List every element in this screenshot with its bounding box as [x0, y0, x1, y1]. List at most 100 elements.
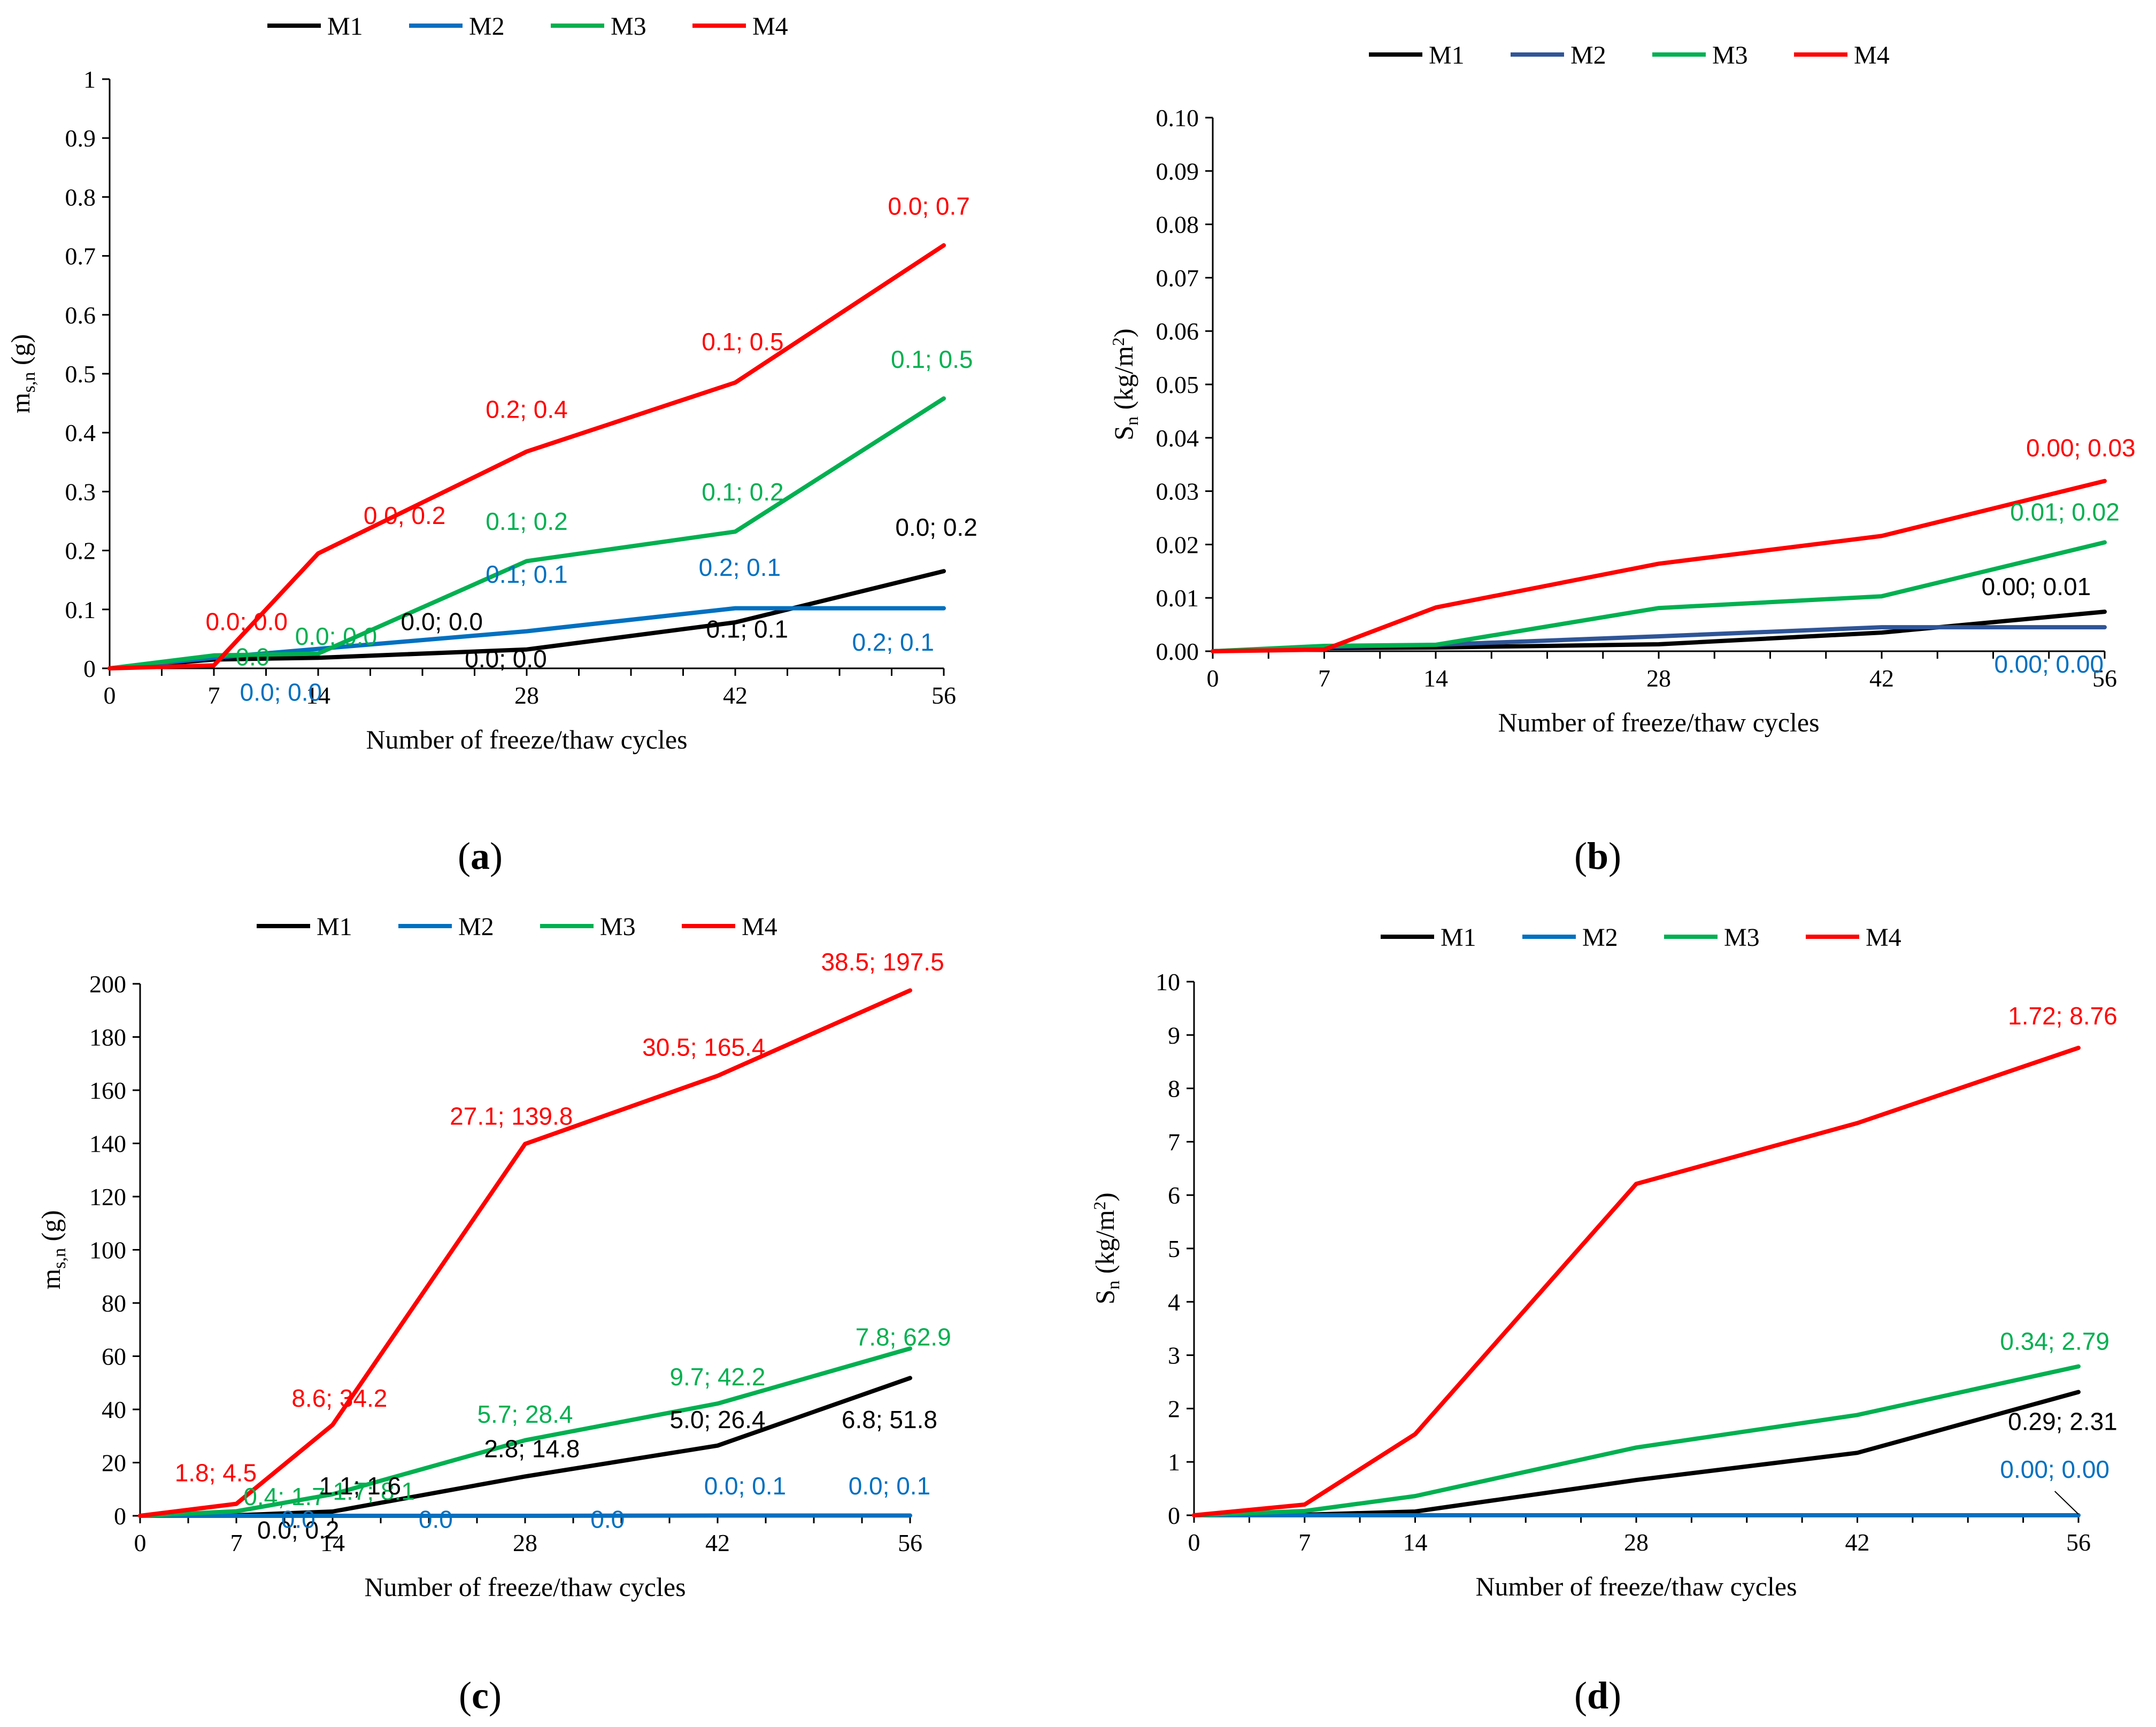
legend-label-m4: M4: [1854, 41, 1890, 70]
y-tick-label: 0.3: [65, 478, 96, 505]
data-label: 0.00; 0.03: [2026, 434, 2136, 462]
legend-label-m4: M4: [752, 12, 788, 41]
y-axis-title-sub: s,n: [50, 1248, 70, 1269]
y-tick-label: 0.6: [65, 302, 96, 329]
y-tick-label: 0.01: [1156, 584, 1199, 612]
data-label: 6.8; 51.8: [842, 1406, 937, 1433]
legend-label-m1: M1: [1441, 923, 1476, 952]
series-line-m3: [107, 396, 946, 670]
chart-panel-a: 0 0.1 0.2 0.3 0.4 0.5 0.6 0.7 0.8 0.9 1 0 7 14 28 42 56 N…: [5, 12, 977, 754]
x-tick-label: 14: [320, 1529, 345, 1556]
y-tick-label: 0.06: [1156, 318, 1199, 345]
legend-label-m2: M2: [469, 12, 505, 41]
y-tick-label: 0.04: [1156, 425, 1199, 452]
y-tick-label: 160: [89, 1077, 126, 1104]
y-axis-title-sup: 2: [1108, 337, 1128, 346]
legend-label-m1: M1: [327, 12, 363, 41]
y-tick-label: 0: [1168, 1502, 1180, 1529]
x-tick-label: 42: [1869, 665, 1894, 692]
y-tick-label: 0.08: [1156, 211, 1199, 238]
legend-label-m3: M3: [1724, 923, 1760, 952]
legend-label-m1: M1: [317, 913, 352, 941]
data-label: 0.0: [235, 643, 270, 670]
x-tick-label: 56: [931, 682, 956, 709]
y-tick-label: 5: [1168, 1235, 1180, 1262]
y-tick-label: 10: [1156, 968, 1180, 996]
data-label: 0.00; 0.00: [2000, 1455, 2109, 1483]
y-tick-label: 4: [1168, 1289, 1180, 1316]
data-label: 0.0; 0.0: [206, 607, 288, 635]
x-tick-label: 28: [1624, 1529, 1649, 1556]
x-tick-label: 0: [104, 682, 116, 709]
x-tick-label: 14: [1403, 1529, 1428, 1556]
y-tick-label: 0.02: [1156, 531, 1199, 558]
x-axis-title: Number of freeze/thaw cycles: [1475, 1571, 1797, 1601]
x-axis-title: Number of freeze/thaw cycles: [364, 1572, 686, 1602]
x-tick-label: 42: [1845, 1529, 1870, 1556]
x-tick-label: 0: [134, 1529, 147, 1556]
legend: M1 M2 M3 M4: [1381, 923, 1901, 952]
x-tick-label: 0: [1188, 1529, 1200, 1556]
y-tick-label: 80: [102, 1290, 126, 1317]
legend-label-m3: M3: [600, 913, 636, 941]
y-axis-title: Sn (kg/m2): [1090, 1192, 1123, 1304]
x-tick-label: 28: [514, 682, 539, 709]
legend-label-m3: M3: [611, 12, 646, 41]
x-tick-label: 28: [1646, 665, 1671, 692]
series-line-m4: [138, 988, 912, 1518]
y-axis-title-unit: (kg/m: [1090, 1210, 1120, 1281]
data-label: 0.0; 0.2: [895, 513, 977, 541]
data-label: 0.0; 0.2: [257, 1516, 339, 1544]
y-tick-label: 9: [1168, 1022, 1180, 1049]
legend-label-m2: M2: [458, 913, 494, 941]
x-axis-title: Number of freeze/thaw cycles: [366, 724, 687, 754]
data-label: 0.0: [281, 1505, 315, 1533]
data-label: 0.0: [590, 1505, 625, 1533]
data-label: 0.0; 0.1: [849, 1472, 930, 1500]
legend-label-m2: M2: [1582, 923, 1618, 952]
y-tick-label: 140: [89, 1130, 126, 1158]
data-label: 0.1; 0.5: [702, 328, 783, 356]
panel-label-a: (a): [458, 835, 503, 877]
y-tick-label: 0: [114, 1502, 126, 1530]
y-axis-title-unit: (g): [5, 334, 35, 372]
data-label: 7.8; 62.9: [856, 1323, 951, 1351]
y-tick-label: 0.10: [1156, 104, 1199, 132]
y-tick-label: 60: [102, 1343, 126, 1370]
y-tick-label: 0.7: [65, 243, 96, 270]
data-label: 0.29; 2.31: [2008, 1407, 2118, 1435]
y-tick-label: 0.1: [65, 596, 96, 623]
series-line-m4: [1192, 1045, 2081, 1517]
chart-panel-b: 0.00 0.01 0.02 0.03 0.04 0.05 0.06 0.07 0.08 0.09…: [1108, 41, 2136, 737]
x-tick-label: 28: [513, 1529, 537, 1556]
legend: M1 M2 M3 M4: [257, 913, 777, 941]
y-tick-label: 20: [102, 1450, 126, 1477]
y-tick-label: 0.09: [1156, 158, 1199, 185]
data-label: 0.2; 0.4: [486, 396, 567, 423]
x-tick-label: 56: [2066, 1529, 2091, 1556]
x-tick-label: 7: [1318, 665, 1330, 692]
y-axis-title-main: S: [1108, 426, 1138, 441]
y-axis-title-sub: s,n: [19, 372, 39, 393]
legend: M1 M2 M3 M4: [1369, 41, 1890, 70]
data-label: 5.0; 26.4: [669, 1406, 765, 1433]
data-label: 0.4; 1.7: [243, 1483, 325, 1510]
y-tick-label: 0.03: [1156, 478, 1199, 505]
y-tick-label: 0.2: [65, 537, 96, 565]
series-line-m3: [1192, 1364, 2081, 1517]
data-label: 0.0; 0.1: [704, 1472, 786, 1500]
legend-label-m2: M2: [1570, 41, 1606, 70]
y-tick-label: 6: [1168, 1182, 1180, 1209]
series-line-m4: [1211, 479, 2107, 653]
data-label: 0.00; 0.00: [1994, 650, 2104, 678]
legend-label-m1: M1: [1429, 41, 1465, 70]
y-axis-title-close: ): [1090, 1192, 1120, 1201]
x-axis-title: Number of freeze/thaw cycles: [1498, 707, 1819, 737]
data-label: 0.2; 0.1: [699, 553, 781, 581]
panel-label-d: (d): [1574, 1674, 1621, 1717]
data-label: 0.0; 0.0: [465, 645, 546, 673]
y-axis-title-unit: (g): [36, 1210, 66, 1248]
x-tick-label: 7: [230, 1529, 243, 1556]
legend-label-m3: M3: [1712, 41, 1748, 70]
